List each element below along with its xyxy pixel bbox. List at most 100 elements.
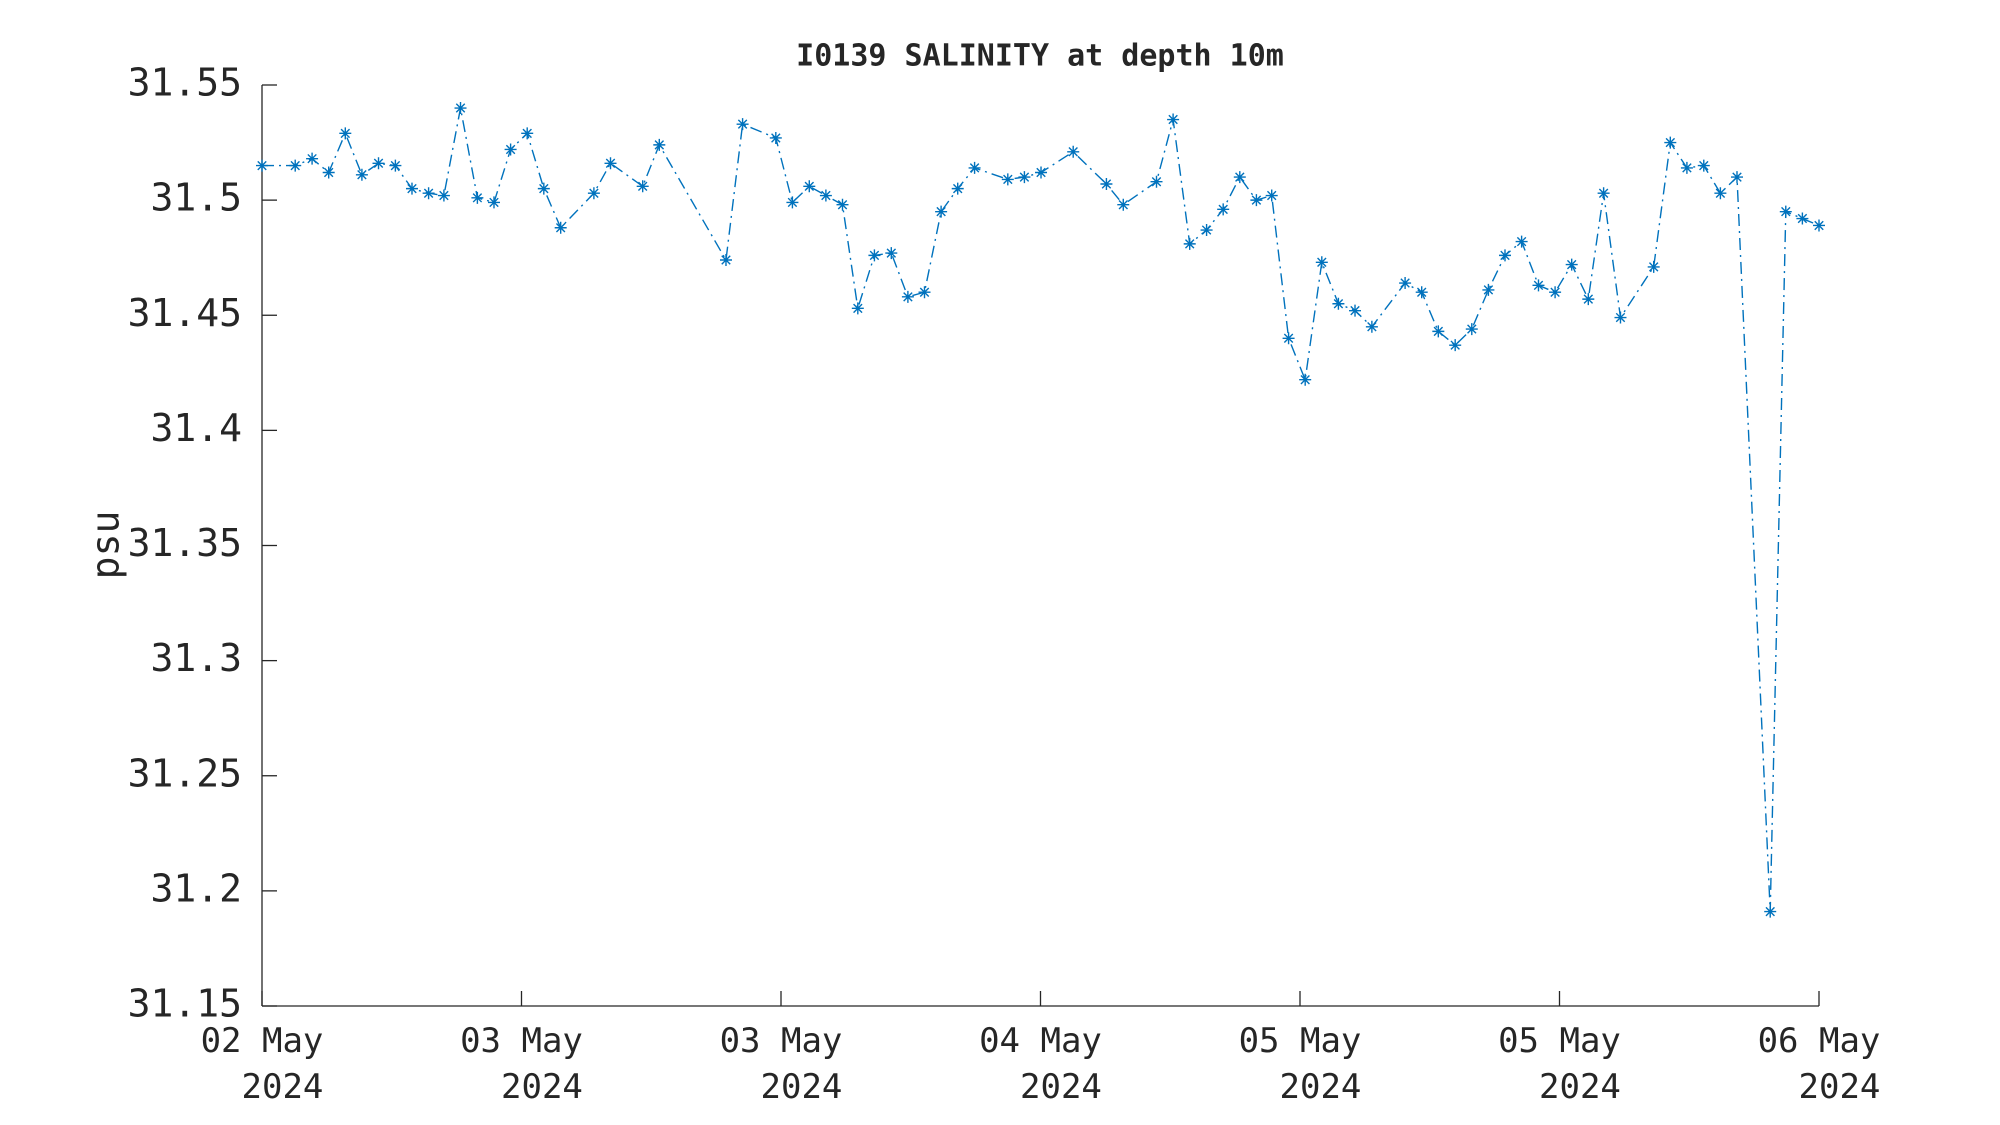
marker bbox=[1499, 249, 1512, 262]
x-tick-label: 05 May 2024 bbox=[1238, 1021, 1362, 1107]
marker bbox=[1582, 293, 1595, 306]
y-tick-label: 31.35 bbox=[128, 521, 242, 565]
marker bbox=[1183, 237, 1196, 250]
marker bbox=[1001, 173, 1014, 186]
marker bbox=[719, 253, 732, 266]
marker bbox=[1449, 339, 1462, 352]
marker bbox=[1035, 166, 1048, 179]
marker bbox=[918, 286, 931, 299]
marker bbox=[935, 205, 948, 218]
x-tick-label: 05 May 2024 bbox=[1498, 1021, 1621, 1107]
marker bbox=[1233, 171, 1246, 184]
marker bbox=[819, 189, 832, 202]
y-tick-label: 31.25 bbox=[128, 751, 242, 795]
marker bbox=[1200, 224, 1213, 237]
marker bbox=[951, 182, 964, 195]
marker bbox=[504, 143, 517, 156]
marker bbox=[1549, 286, 1562, 299]
marker bbox=[1714, 187, 1727, 200]
marker bbox=[322, 166, 335, 179]
marker bbox=[1265, 189, 1278, 202]
x-tick-label: 03 May 2024 bbox=[460, 1021, 583, 1107]
marker bbox=[256, 159, 268, 172]
marker bbox=[355, 168, 368, 181]
marker bbox=[537, 182, 550, 195]
x-tick-label: 03 May 2024 bbox=[719, 1021, 843, 1107]
marker bbox=[1647, 260, 1660, 273]
marker bbox=[868, 249, 881, 262]
x-tick-label: 06 May 2024 bbox=[1757, 1021, 1881, 1107]
marker bbox=[372, 157, 385, 170]
marker bbox=[1067, 145, 1080, 158]
marker bbox=[1764, 905, 1777, 918]
marker bbox=[1217, 203, 1230, 216]
marker bbox=[1415, 286, 1428, 299]
marker bbox=[1282, 332, 1295, 345]
marker bbox=[1465, 323, 1478, 336]
marker bbox=[1117, 198, 1130, 211]
y-tick-label: 31.5 bbox=[150, 176, 242, 220]
x-tick-label: 02 May 2024 bbox=[200, 1021, 324, 1107]
marker bbox=[1365, 320, 1378, 333]
y-tick-label: 31.4 bbox=[150, 406, 242, 450]
marker bbox=[736, 118, 749, 131]
marker bbox=[1150, 175, 1163, 188]
marker bbox=[521, 127, 534, 140]
marker bbox=[851, 302, 864, 315]
marker bbox=[437, 189, 450, 202]
marker bbox=[1167, 113, 1180, 126]
marker bbox=[405, 182, 418, 195]
marker bbox=[422, 187, 435, 200]
marker bbox=[653, 138, 666, 151]
marker bbox=[803, 180, 816, 193]
marker bbox=[1432, 325, 1445, 338]
chart-title: I0139 SALINITY at depth 10m bbox=[796, 39, 1284, 74]
marker bbox=[1399, 277, 1412, 290]
marker bbox=[289, 159, 302, 172]
marker bbox=[769, 131, 782, 144]
y-tick-label: 31.45 bbox=[128, 291, 242, 335]
marker bbox=[636, 180, 649, 193]
marker bbox=[454, 102, 467, 115]
marker bbox=[587, 187, 600, 200]
x-tick-label: 04 May 2024 bbox=[979, 1021, 1102, 1107]
marker bbox=[1100, 178, 1113, 191]
marker bbox=[1515, 235, 1528, 248]
marker bbox=[1482, 283, 1495, 296]
marker bbox=[1532, 279, 1545, 292]
marker bbox=[1315, 256, 1328, 269]
marker bbox=[1018, 171, 1031, 184]
marker bbox=[1299, 373, 1312, 386]
marker bbox=[901, 290, 914, 303]
marker bbox=[1813, 219, 1825, 232]
marker bbox=[487, 196, 500, 209]
y-axis-label: psu bbox=[84, 511, 128, 580]
marker bbox=[471, 191, 484, 204]
marker bbox=[1731, 171, 1743, 184]
marker bbox=[1680, 161, 1693, 174]
y-tick-label: 31.55 bbox=[128, 61, 242, 105]
marker bbox=[604, 157, 617, 170]
marker bbox=[1250, 194, 1263, 207]
marker bbox=[1332, 297, 1345, 310]
marker bbox=[1664, 136, 1677, 149]
marker bbox=[1697, 159, 1710, 172]
marker bbox=[1614, 311, 1627, 324]
marker bbox=[836, 198, 849, 211]
y-tick-label: 31.15 bbox=[128, 982, 242, 1026]
y-tick-label: 31.3 bbox=[150, 636, 242, 680]
marker bbox=[885, 247, 898, 260]
marker bbox=[786, 196, 799, 209]
marker bbox=[968, 161, 981, 174]
marker bbox=[1565, 258, 1578, 271]
y-tick-label: 31.2 bbox=[150, 866, 242, 910]
marker bbox=[306, 152, 319, 165]
marker bbox=[389, 159, 402, 172]
marker bbox=[339, 127, 352, 140]
marker bbox=[1779, 205, 1792, 218]
series-line bbox=[262, 107, 1820, 912]
marker bbox=[1597, 187, 1610, 200]
marker bbox=[1349, 304, 1362, 317]
